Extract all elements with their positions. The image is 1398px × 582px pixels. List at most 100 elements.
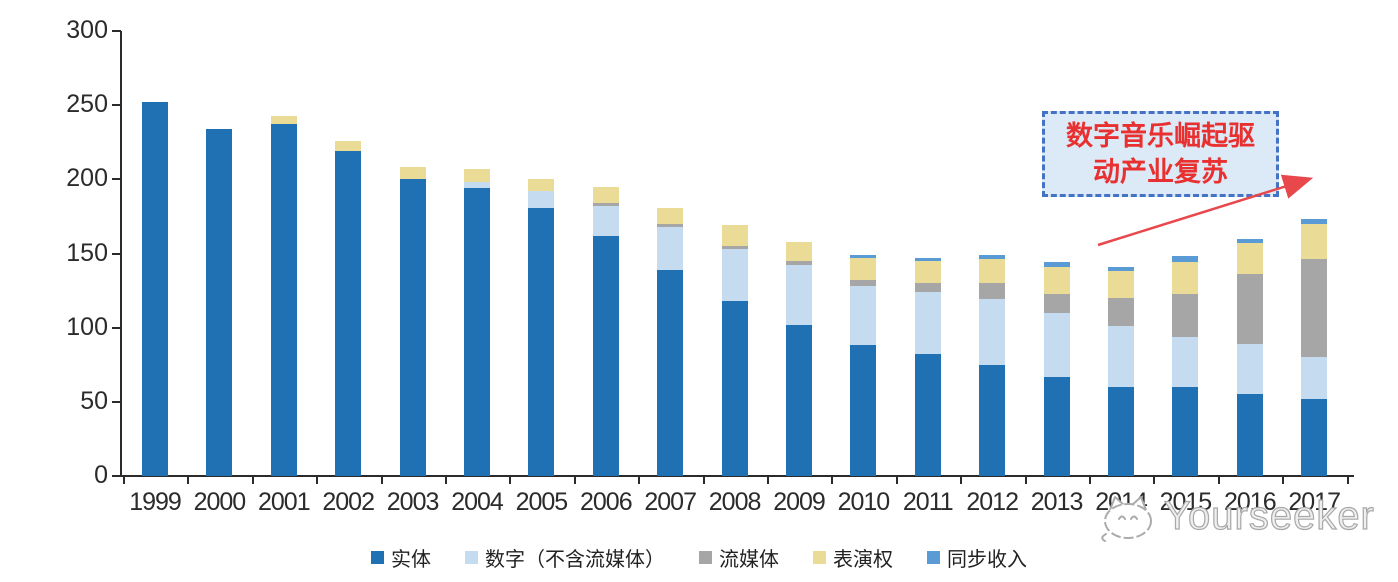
bar-segment-2014: [1108, 387, 1134, 476]
y-tick-label: 300: [66, 16, 108, 44]
bar-segment-2017: [1301, 398, 1328, 476]
bar-segment-2017: [1301, 219, 1328, 224]
bar-segment-2013: [1043, 376, 1070, 476]
bar-segment-2003: [399, 167, 426, 180]
bar-segment-2005: [528, 179, 555, 192]
x-tick-label: 2016: [1223, 488, 1277, 516]
x-tick-mark: [316, 476, 319, 484]
y-tick-label: 250: [66, 90, 108, 119]
y-tick-mark: [112, 178, 121, 181]
bar-segment-2002: [335, 151, 362, 476]
x-tick-mark: [767, 476, 769, 484]
y-tick-label: 50: [80, 386, 108, 415]
bar-segment-2017: [1301, 259, 1328, 358]
bar-segment-2011: [914, 257, 941, 261]
bar-segment-2007: [657, 269, 684, 476]
bar-segment-2016: [1236, 394, 1263, 476]
x-tick-mark: [638, 476, 641, 484]
bar-segment-2011: [914, 283, 941, 293]
x-tick-mark: [123, 476, 125, 484]
y-tick-mark: [112, 252, 121, 255]
bar-segment-2017: [1301, 357, 1328, 399]
bar-segment-2007: [657, 223, 684, 227]
bar-segment-2004: [464, 182, 490, 189]
bar-segment-2016: [1236, 274, 1263, 344]
bar-segment-2009: [786, 241, 812, 261]
bar-segment-2009: [786, 324, 812, 476]
watermark: Yourseeker: [1096, 493, 1375, 542]
bar-segment-2007: [657, 226, 684, 270]
bar-segment-2006: [592, 186, 619, 204]
bar-segment-2002: [335, 140, 362, 152]
bar-segment-2005: [528, 207, 555, 476]
x-tick-mark: [1153, 476, 1156, 484]
bar-segment-2012: [979, 283, 1006, 300]
legend-swatch-icon: [699, 551, 712, 564]
annotation-text: 数字音乐崛起驱动产业复苏: [1066, 120, 1255, 187]
x-tick-label: 2002: [322, 488, 375, 516]
bar-segment-2013: [1043, 293, 1070, 313]
bar-segment-2012: [979, 299, 1006, 365]
legend-swatch-icon: [813, 551, 826, 564]
y-tick-mark: [112, 30, 121, 32]
y-tick-mark: [112, 104, 121, 107]
y-tick-label: 0: [94, 461, 108, 489]
legend-label: 表演权: [833, 549, 893, 571]
legend-swatch-icon: [465, 551, 478, 564]
bar-segment-2004: [464, 188, 490, 476]
bar-segment-2001: [270, 124, 297, 476]
legend-label: 实体: [391, 549, 431, 571]
cat-doodle-icon: [1101, 496, 1152, 542]
x-tick-label: 2015: [1159, 488, 1213, 516]
x-tick-label: 2005: [515, 488, 569, 516]
x-tick-mark: [1089, 476, 1091, 484]
x-tick-mark: [251, 476, 254, 484]
bar-segment-2011: [914, 354, 941, 476]
x-tick-mark: [960, 476, 963, 484]
bar-segment-2008: [721, 249, 748, 301]
legend: 实体 数字（不含流媒体） 流媒体 表演权 同步收入: [371, 543, 1027, 572]
bar-segment-2016: [1236, 243, 1263, 275]
bar-segment-2014: [1108, 298, 1134, 327]
bar-segment-2006: [592, 206, 619, 236]
bar-segment-2008: [721, 225, 748, 247]
bar-segment-2006: [592, 235, 619, 476]
x-tick-mark: [573, 476, 576, 484]
x-axis-line: [114, 475, 1354, 477]
x-tick-label: 2010: [837, 488, 891, 516]
bar-segment-2001: [270, 115, 297, 125]
bar-segment-2010: [850, 286, 877, 346]
x-tick-label: 2013: [1030, 488, 1084, 516]
legend-item: 同步收入: [927, 543, 1027, 572]
bar-segment-2010: [850, 257, 877, 281]
legend-item: 流媒体: [699, 543, 779, 572]
bar-segment-2008: [721, 300, 748, 476]
x-tick-mark: [1282, 476, 1285, 484]
bar-segment-2010: [850, 280, 877, 287]
legend-swatch-icon: [927, 551, 940, 564]
y-axis-line: [120, 31, 122, 477]
bar-segment-2011: [914, 260, 941, 284]
watermark-text: Yourseeker: [1163, 493, 1375, 538]
y-tick-label: 150: [66, 238, 108, 267]
x-tick-label: 2009: [773, 488, 826, 516]
bar-segment-2012: [979, 259, 1006, 284]
x-tick-label: 2003: [386, 488, 440, 516]
annotation-callout: 数字音乐崛起驱动产业复苏: [1042, 111, 1279, 197]
bar-segment-2017: [1301, 223, 1328, 260]
bar-segment-2012: [979, 254, 1006, 260]
annotation-arrow: [1097, 174, 1314, 247]
bar-segment-2014: [1108, 266, 1134, 272]
bar-segment-2016: [1236, 343, 1263, 395]
bar-segment-2015: [1172, 387, 1199, 476]
x-tick-mark: [509, 476, 512, 484]
x-tick-label: 2004: [451, 488, 504, 516]
y-tick-mark: [112, 326, 121, 329]
x-tick-mark: [1217, 476, 1220, 484]
legend-label: 同步收入: [947, 549, 1027, 571]
bar-segment-2005: [528, 191, 555, 208]
x-tick-label: 2017: [1288, 488, 1341, 516]
legend-label: 数字（不含流媒体）: [485, 549, 665, 571]
x-tick-label: 2011: [902, 488, 954, 516]
legend-item: 实体: [371, 543, 431, 572]
